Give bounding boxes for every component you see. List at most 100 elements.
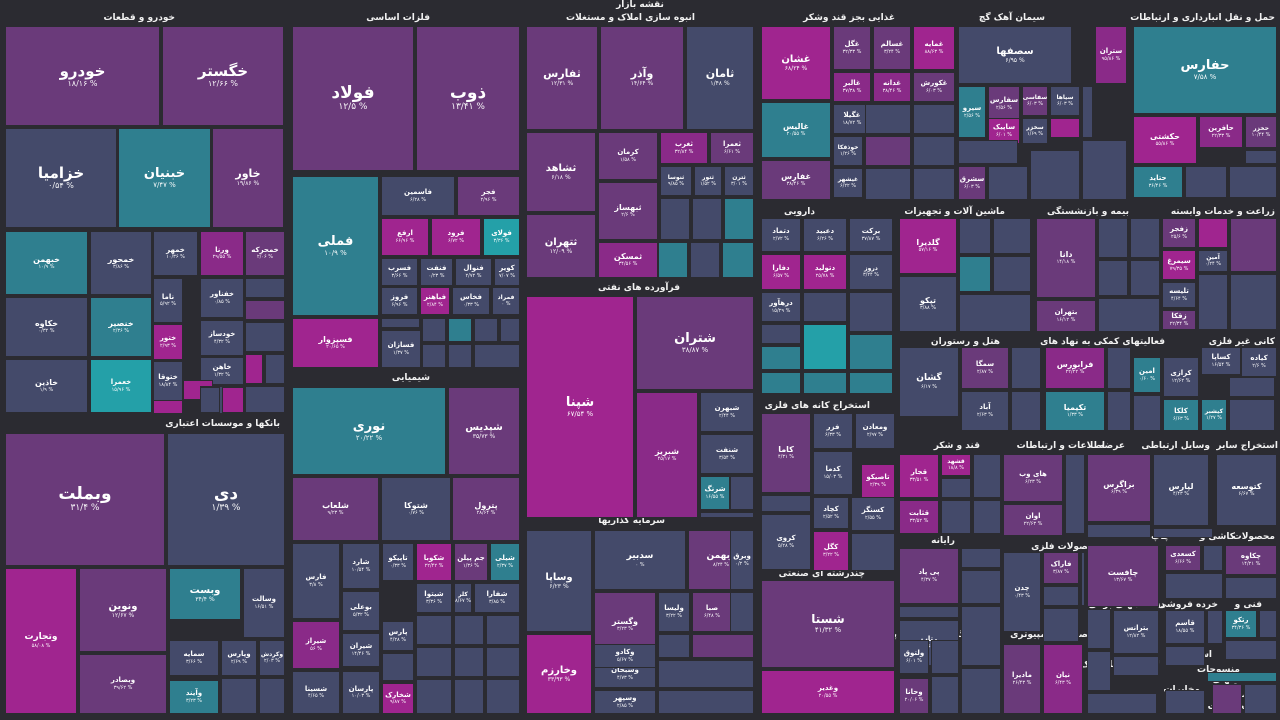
stock-tile[interactable]: آباد ۲/۶۳ % xyxy=(961,391,1009,431)
stock-tile[interactable]: وبصادر ۳۹/۶۲ % xyxy=(79,654,167,714)
stock-tile[interactable]: صبا ۶/۴۸ % xyxy=(692,592,732,632)
stock-tile[interactable]: شلعاب ۹/۲۳ % xyxy=(292,477,379,541)
stock-tile-small[interactable] xyxy=(849,292,893,332)
stock-tile-small[interactable] xyxy=(1229,377,1275,397)
stock-tile[interactable]: کسعدی ۶/۶۶ % xyxy=(1165,545,1201,571)
stock-tile[interactable]: وخارزم ۳۳/۹۳ % xyxy=(526,634,592,714)
stock-tile[interactable]: ثتهران ۱۲/۰۹ % xyxy=(526,214,596,278)
stock-tile[interactable]: سیمرغ ۷۹/۳۵ % xyxy=(1162,250,1196,280)
stock-tile[interactable]: ارفع ۶۶/۹۶ % xyxy=(381,218,429,256)
stock-tile[interactable]: آمین ۰/۲۴ % xyxy=(1198,250,1228,272)
stock-tile-small[interactable] xyxy=(454,647,484,677)
stock-tile-small[interactable] xyxy=(1130,260,1160,296)
stock-tile-small[interactable] xyxy=(1229,399,1275,431)
stock-tile[interactable]: کرمان ۱/۵۸ % xyxy=(598,132,658,180)
stock-tile[interactable]: فزر ۶/۳۳ % xyxy=(813,413,853,449)
stock-tile-small[interactable] xyxy=(245,386,285,413)
stock-tile-small[interactable] xyxy=(454,679,484,714)
stock-tile-small[interactable] xyxy=(1087,524,1151,538)
stock-tile[interactable]: خمهر ۱۰/۳۶ % xyxy=(153,231,198,276)
stock-tile-small[interactable] xyxy=(1098,260,1128,296)
stock-tile[interactable]: زفجر ۲۵/۶ % xyxy=(1162,218,1196,248)
stock-tile[interactable]: کلر ۸/۶۷ % xyxy=(454,583,472,613)
stock-tile[interactable]: خوذفکا ۱/۲۶ % xyxy=(833,136,863,166)
stock-tile-small[interactable] xyxy=(941,478,971,498)
stock-tile-small[interactable] xyxy=(993,218,1031,254)
stock-tile-small[interactable] xyxy=(422,344,446,368)
stock-tile-small[interactable] xyxy=(1011,347,1041,389)
stock-tile-small[interactable] xyxy=(988,166,1028,200)
stock-tile-small[interactable] xyxy=(422,318,446,342)
stock-tile-small[interactable] xyxy=(961,668,1001,714)
stock-tile[interactable]: غسالم ۳/۲۴ % xyxy=(873,26,911,70)
stock-tile-small[interactable] xyxy=(153,400,183,414)
stock-tile[interactable]: ختور ۲/۹۳ % xyxy=(153,324,183,360)
stock-tile[interactable]: ثترن ۳/۰۱ % xyxy=(724,166,754,196)
stock-tile[interactable]: سدبیر ۰ % xyxy=(594,530,686,590)
stock-tile[interactable]: ثتور ۱/۵۲ % xyxy=(694,166,722,196)
stock-tile[interactable]: وغدیر ۲۰/۵۵ % xyxy=(761,670,895,714)
stock-tile[interactable]: ساپیک ۶/۰۱ % xyxy=(988,118,1020,144)
stock-tile-small[interactable] xyxy=(1230,218,1277,272)
stock-tile-small[interactable] xyxy=(1259,610,1277,638)
stock-tile-small[interactable] xyxy=(1165,690,1205,714)
stock-tile-small[interactable] xyxy=(486,647,520,677)
stock-tile-small[interactable] xyxy=(1229,166,1277,198)
stock-tile-small[interactable] xyxy=(1030,150,1080,200)
stock-tile-small[interactable] xyxy=(486,615,520,645)
stock-tile-small[interactable] xyxy=(1082,86,1093,138)
stock-tile[interactable]: شنفت ۳/۵۴ % xyxy=(700,434,754,474)
stock-tile[interactable]: قثابت ۳۳/۵۲ % xyxy=(899,500,939,534)
stock-tile[interactable]: خاذین ۱/۹ % xyxy=(5,359,88,413)
stock-tile[interactable]: فولای ۳/۳۶ % xyxy=(483,218,520,256)
stock-tile-small[interactable] xyxy=(730,592,754,632)
stock-tile[interactable]: فسرب ۳/۶۶ % xyxy=(381,258,418,286)
stock-tile-small[interactable] xyxy=(803,324,847,370)
stock-tile-small[interactable] xyxy=(658,660,754,688)
stock-tile[interactable]: دفارا ۶/۵۷ % xyxy=(761,254,801,290)
stock-tile[interactable]: خکاوه ۰/۳۲ % xyxy=(5,297,88,357)
stock-tile-small[interactable] xyxy=(381,318,420,328)
stock-tile-small[interactable] xyxy=(222,387,244,413)
stock-tile[interactable]: وبملت ۳۱/۴ % xyxy=(5,433,165,566)
stock-tile[interactable]: فرابورس ۲۲/۲۲ % xyxy=(1045,347,1105,389)
stock-tile[interactable]: فنوال ۲/۷۲ % xyxy=(455,258,492,286)
stock-tile-small[interactable] xyxy=(851,533,895,571)
stock-tile[interactable]: غشان ۶۸/۲۴ % xyxy=(761,26,831,100)
stock-tile[interactable]: رتکو ۳۴/۳۶ % xyxy=(1225,610,1257,638)
stock-tile[interactable]: فسپزوار ۲۰/۶۵ % xyxy=(292,318,379,368)
stock-tile-small[interactable] xyxy=(913,136,955,166)
stock-tile[interactable]: کدما ۱۵/۰۳ % xyxy=(813,451,853,495)
stock-tile[interactable]: ثغرب ۳۲/۸۴ % xyxy=(660,132,708,164)
stock-tile-small[interactable] xyxy=(1212,684,1242,714)
stock-tile-small[interactable] xyxy=(941,500,971,534)
stock-tile[interactable]: ونوین ۱۲/۶۷ % xyxy=(79,568,167,652)
stock-tile[interactable]: ولتوق ۶/۰۱ % xyxy=(899,640,929,674)
stock-tile[interactable]: پارس ۴/۲۸ % xyxy=(382,621,414,651)
stock-tile[interactable]: شکوبا ۲۲/۴۲ % xyxy=(416,543,452,581)
stock-tile-small[interactable] xyxy=(1230,274,1277,330)
stock-tile[interactable]: دتولید ۲۵/۷۸ % xyxy=(803,254,847,290)
stock-tile[interactable]: تلیسه ۴/۶۴ % xyxy=(1162,282,1196,308)
stock-tile-small[interactable] xyxy=(803,372,847,394)
stock-tile[interactable]: قجار ۳۳/۵۱ % xyxy=(899,454,939,498)
stock-tile[interactable]: خبهمن ۱۰/۹ % xyxy=(5,231,88,295)
stock-tile[interactable]: کسنگز ۲/۵۵ % xyxy=(851,497,895,531)
stock-tile[interactable]: ثنوسا ۹/۸۵ % xyxy=(660,166,692,196)
stock-tile[interactable]: کلکا ۶/۶۳ % xyxy=(1163,399,1199,431)
stock-tile[interactable]: فاراک ۳/۸۷ % xyxy=(1043,552,1079,584)
stock-tile[interactable]: تکیمیا ۱/۳۳ % xyxy=(1045,391,1105,431)
stock-tile[interactable]: کرازی ۱۲/۶۲ % xyxy=(1163,357,1199,397)
stock-tile-small[interactable] xyxy=(1011,391,1041,431)
stock-tile[interactable]: خمحرکه ۲/۰۶ % xyxy=(245,231,285,276)
stock-tile[interactable]: سصفها ۶/۹۵ % xyxy=(958,26,1072,84)
stock-tile-small[interactable] xyxy=(660,198,690,240)
stock-tile-small[interactable] xyxy=(474,344,520,368)
stock-tile-small[interactable] xyxy=(448,318,472,342)
stock-tile[interactable]: فخاس ۰/۳۳ % xyxy=(452,287,490,315)
stock-tile[interactable]: ثعمرا ۶/۶۱ % xyxy=(710,132,754,164)
stock-tile-small[interactable] xyxy=(961,548,1001,568)
stock-tile[interactable]: وآذر ۱۴/۶۴ % xyxy=(600,26,684,130)
stock-tile-small[interactable] xyxy=(1082,140,1127,200)
stock-tile[interactable]: پارسان ۱۰/۰۳ % xyxy=(342,671,380,714)
